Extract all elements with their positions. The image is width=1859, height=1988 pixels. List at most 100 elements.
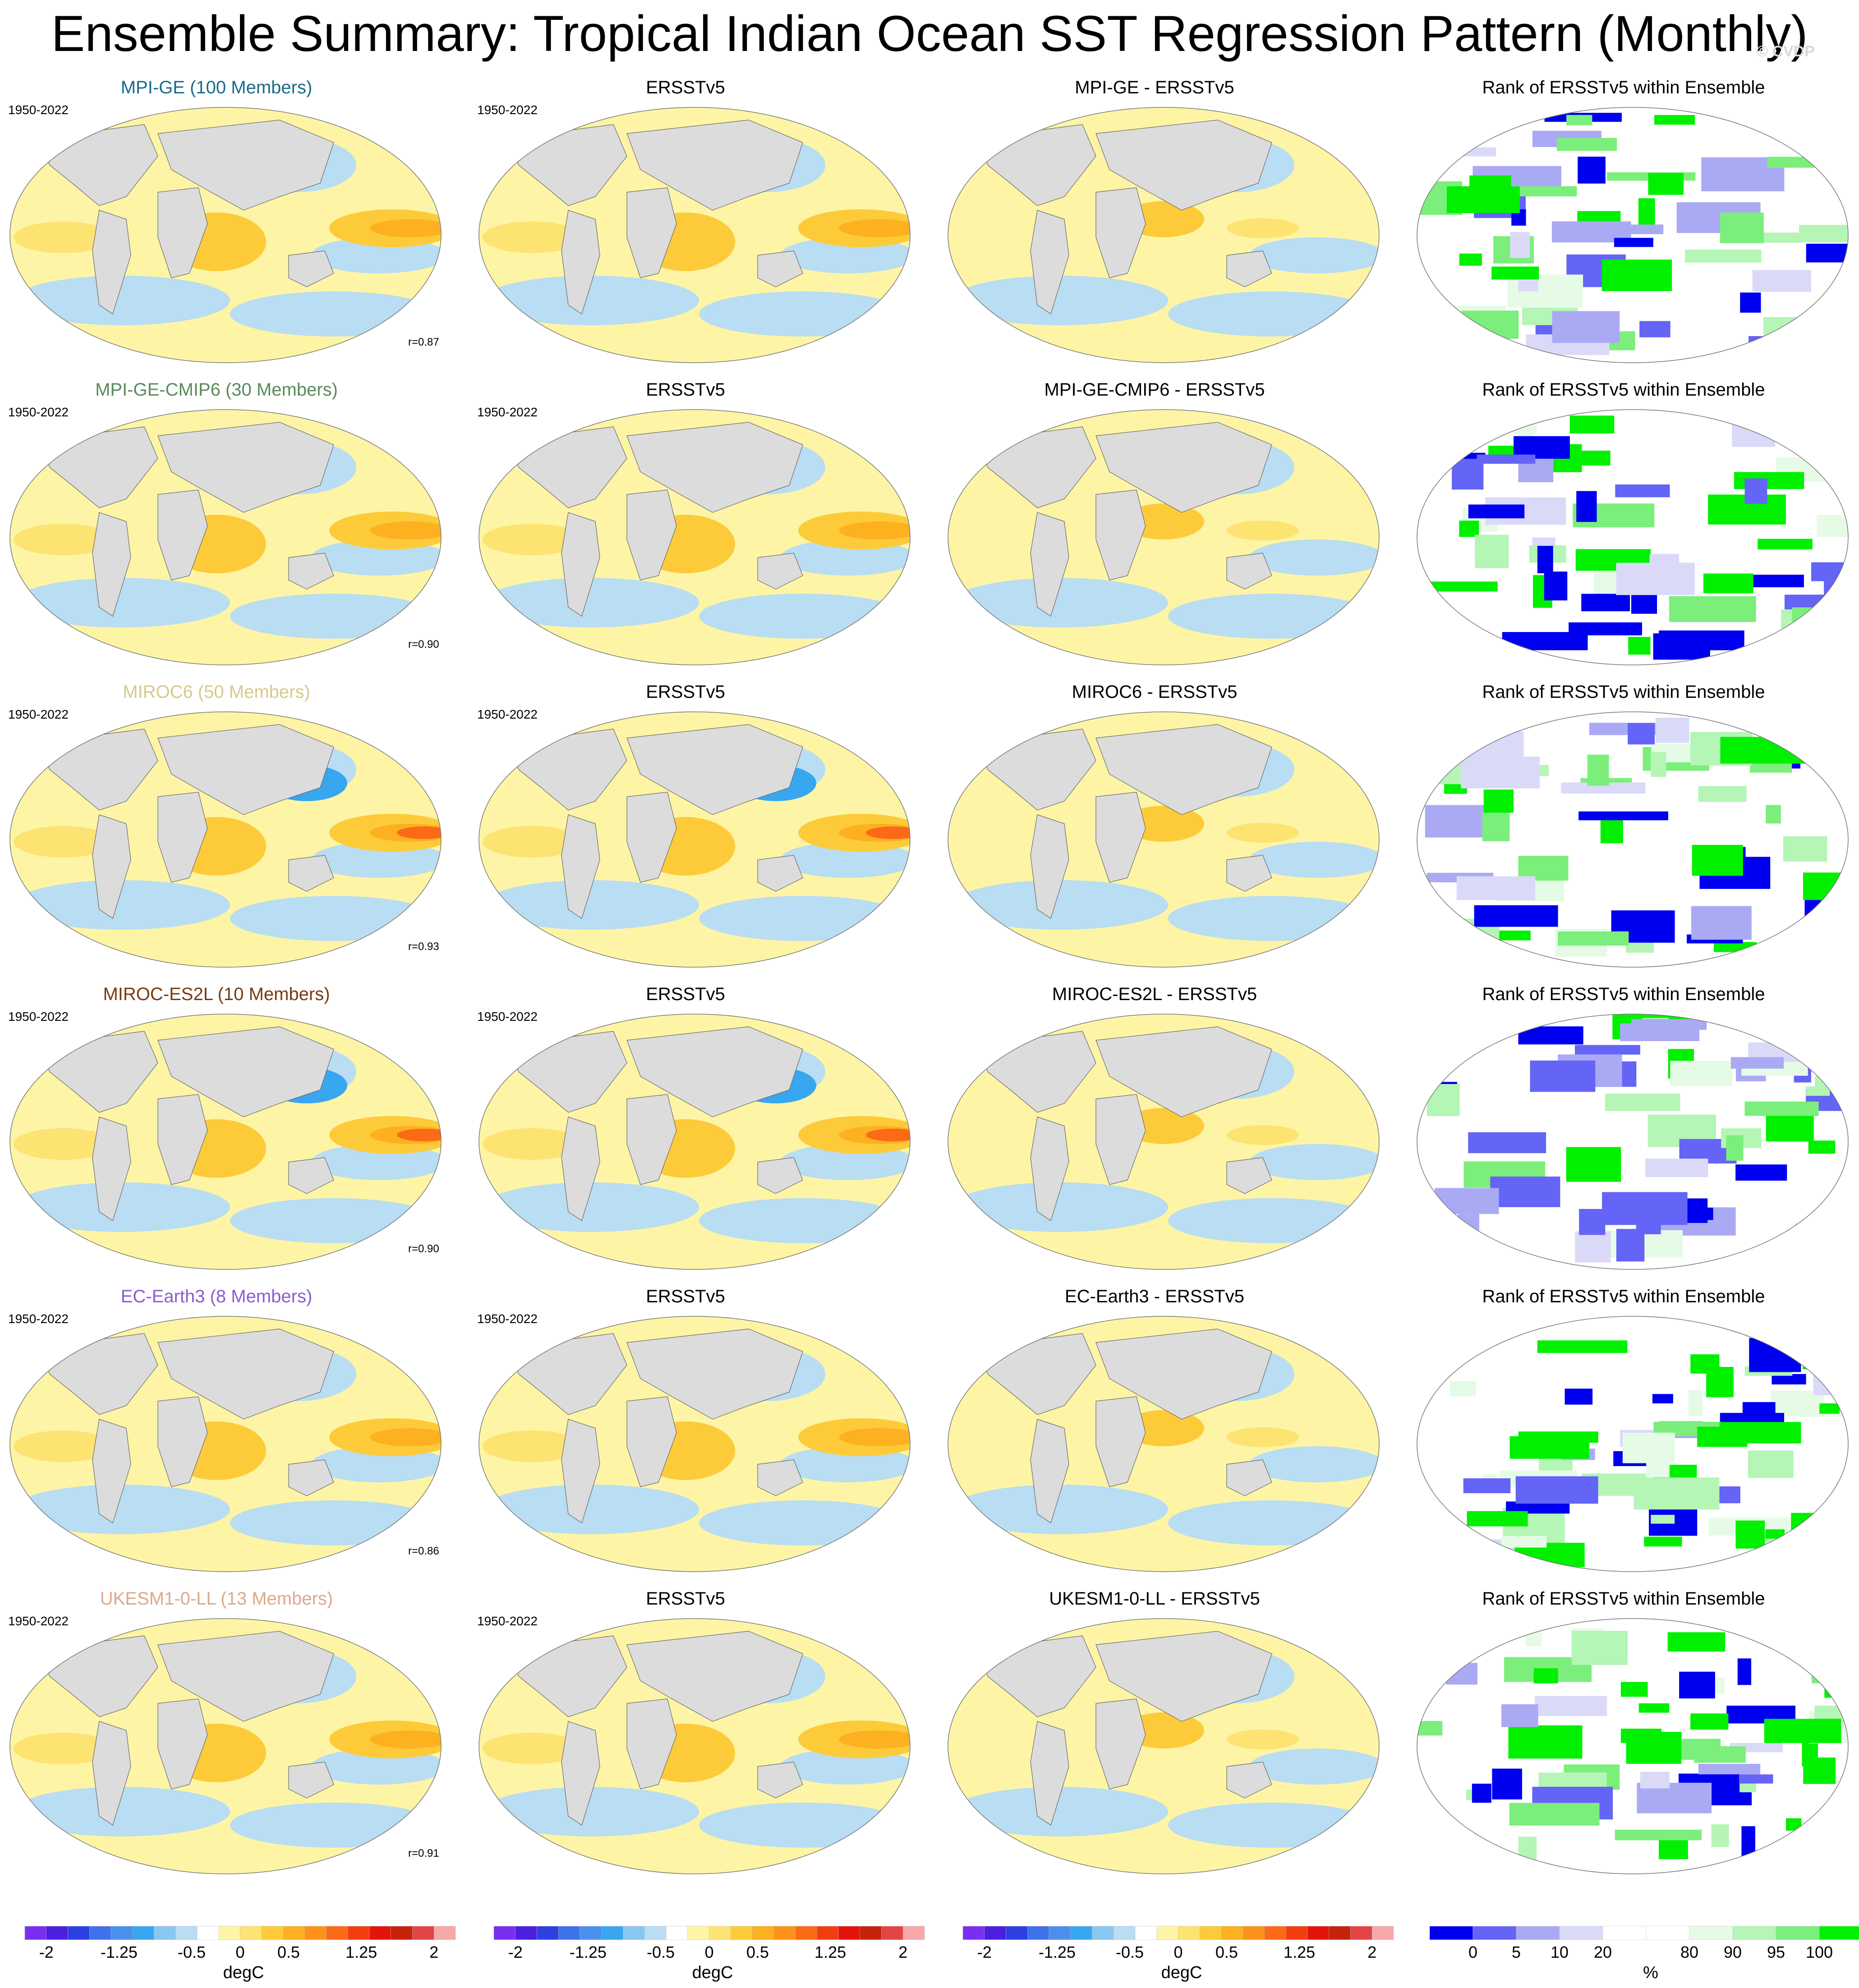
rank-cell	[1457, 731, 1524, 766]
pattern-correlation: r=0.91	[408, 1847, 439, 1859]
rank-cell	[1827, 1196, 1848, 1209]
warm-anomaly	[1227, 1730, 1299, 1749]
rank-cell	[1714, 942, 1757, 952]
continent	[92, 1419, 131, 1523]
rank-cell	[1763, 1022, 1819, 1033]
continent	[288, 553, 334, 590]
panel-model-row6: UKESM1-0-LL (13 Members) 1950-2022 r=0.91	[0, 1579, 465, 1880]
continent	[1095, 724, 1272, 815]
rank-cell	[1795, 1223, 1848, 1235]
period-label: 1950-2022	[477, 103, 538, 117]
rank-cell	[1819, 1234, 1841, 1258]
rank-cell	[1766, 1016, 1824, 1030]
continent	[1030, 512, 1069, 617]
warm-anomaly	[14, 1128, 113, 1160]
panel-title: ERSSTv5	[646, 78, 725, 97]
map-outline	[9, 107, 442, 363]
continent	[288, 250, 334, 287]
rank-cell	[1518, 280, 1539, 291]
map-model	[9, 107, 442, 363]
cool-band	[1249, 540, 1379, 576]
rank-cell	[1799, 225, 1848, 243]
rank-cell	[1726, 1135, 1744, 1161]
rank-cell	[1670, 1061, 1733, 1086]
continent	[157, 489, 208, 581]
panel-rank-row6: Rank of ERSSTv5 within Ensemble60%	[1407, 1579, 1859, 1880]
period-label: 1950-2022	[8, 707, 69, 721]
continent	[626, 422, 803, 513]
continent	[92, 1116, 131, 1221]
rank-cell	[1825, 1547, 1848, 1572]
map-model	[9, 1618, 442, 1874]
colorbar-swatch	[1178, 1926, 1200, 1940]
cool-band	[699, 291, 906, 337]
cool-band	[1168, 594, 1376, 639]
colorbar-swatch	[1732, 1926, 1776, 1940]
rank-cell	[1739, 1774, 1773, 1784]
pattern-correlation: r=0.90	[408, 638, 439, 650]
warm-anomaly	[397, 1129, 441, 1141]
warm-anomaly	[1227, 823, 1299, 843]
rank-cell	[1459, 521, 1479, 537]
cool-band	[1168, 291, 1376, 337]
continent	[561, 1721, 600, 1826]
cool-band	[14, 1485, 230, 1534]
panel-title: Rank of ERSSTv5 within Ensemble	[1482, 78, 1765, 97]
cool-band	[14, 276, 230, 325]
rank-cell	[1785, 1643, 1848, 1653]
rank-cell	[1565, 1388, 1593, 1405]
rank-cell	[1706, 1367, 1734, 1398]
cool-band	[699, 896, 906, 941]
warm-anomaly	[397, 826, 441, 839]
continent	[92, 210, 131, 314]
colorbar-tick: -2	[977, 1943, 992, 1961]
rank-cell	[1552, 311, 1620, 343]
rank-cell	[1474, 905, 1558, 927]
rank-cell	[1578, 157, 1606, 184]
rank-cell	[1620, 1682, 1648, 1697]
rank-cell	[1748, 336, 1799, 351]
pattern-correlation: r=0.90	[408, 1243, 439, 1255]
panel-model-row1: MPI-GE (100 Members) 1950-2022 r=0.87	[0, 68, 465, 369]
cool-band	[14, 578, 230, 627]
rank-cell	[1764, 1719, 1841, 1743]
rank-cell	[1720, 212, 1764, 244]
colorbar-swatch	[1776, 1926, 1820, 1940]
rank-cell	[1785, 322, 1804, 341]
colorbar-swatch	[1286, 1926, 1308, 1940]
panel-rank-row5: Rank of ERSSTv5 within Ensemble58%	[1407, 1277, 1859, 1578]
rank-cell	[1757, 232, 1803, 243]
colorbar-swatch	[1429, 1926, 1473, 1940]
colorbar-swatch	[1006, 1926, 1028, 1940]
colorbar-tick: -2	[39, 1943, 54, 1961]
rank-cell	[1556, 138, 1617, 151]
colorbar-swatch	[644, 1926, 667, 1940]
map-outline	[479, 107, 911, 363]
colorbar-tick: -1.25	[1039, 1943, 1076, 1961]
warm-anomaly	[483, 826, 582, 858]
rank-cell	[1468, 504, 1525, 519]
rank-cell	[1825, 1224, 1848, 1238]
cool-band	[1249, 1144, 1379, 1180]
panel-diff-row6: UKESM1-0-LL - ERSSTv5	[938, 1579, 1403, 1880]
rank-cell	[1698, 786, 1747, 802]
rank-cell	[1452, 459, 1484, 490]
map-obs	[479, 711, 911, 968]
rank-cell	[1477, 454, 1536, 464]
cool-band	[1249, 237, 1379, 273]
rank-cell	[1744, 1101, 1819, 1116]
cool-band	[230, 1198, 437, 1243]
cool-band	[483, 1182, 699, 1232]
rank-cell	[1518, 1026, 1583, 1045]
colorbar-swatch	[24, 1926, 46, 1940]
period-label: 1950-2022	[8, 1010, 69, 1024]
rank-cell	[1655, 717, 1689, 743]
colorbar-tick: -1.25	[570, 1943, 607, 1961]
cool-band	[1249, 1748, 1379, 1785]
panel-title: ERSSTv5	[646, 1589, 725, 1609]
map-outline	[9, 1014, 442, 1270]
cool-band	[1168, 896, 1376, 941]
continent	[626, 1396, 677, 1487]
colorbar-swatch	[1372, 1926, 1394, 1940]
map-outline	[1417, 409, 1849, 665]
